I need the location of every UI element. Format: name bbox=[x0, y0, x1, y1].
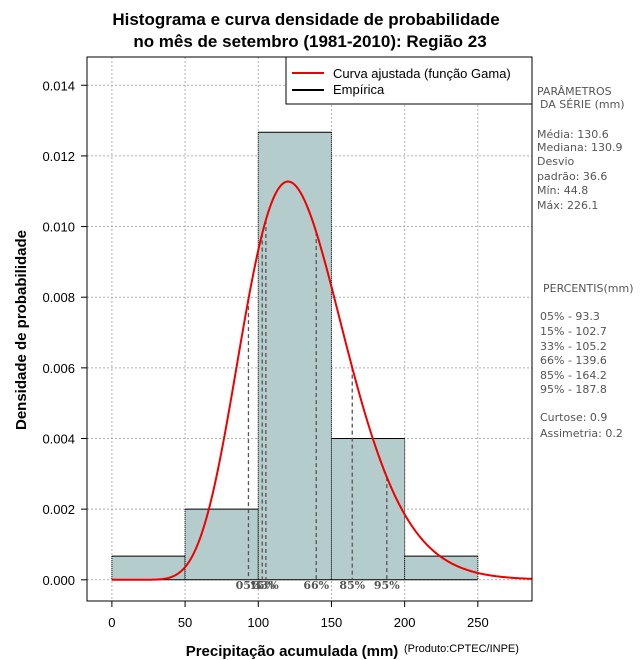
percentile-markers bbox=[247, 219, 388, 580]
x-tick-label-3: 150 bbox=[321, 615, 343, 630]
percentil-85: 85% - 164.2 bbox=[540, 369, 607, 382]
chart-title-line1: Histograma e curva densidade de probabil… bbox=[112, 10, 499, 29]
percentile-label-15%: 15% bbox=[249, 579, 275, 592]
y-tick-label-1: 0.002 bbox=[42, 502, 75, 517]
histogram-bar-4 bbox=[404, 556, 478, 580]
param-max: Máx: 226.1 bbox=[537, 199, 598, 212]
y-tick-label-2: 0.004 bbox=[42, 432, 75, 447]
legend-label-fit: Curva ajustada (função Gama) bbox=[333, 66, 511, 81]
gamma-fit-curve bbox=[111, 180, 533, 581]
x-tick-label-1: 50 bbox=[178, 615, 192, 630]
y-axis: 0.000 0.002 0.004 0.006 0.008 0.010 0.012 0.014 bbox=[42, 78, 87, 588]
y-axis-title: Densidade de probabilidade bbox=[13, 230, 30, 430]
percentil-15: 15% - 102.7 bbox=[540, 325, 607, 338]
param-min: Mín: 44.8 bbox=[537, 184, 588, 197]
y-tick-label-0: 0.000 bbox=[42, 573, 75, 588]
percentile-label-05%: 05% bbox=[236, 579, 262, 592]
statistics-panel: PARÂMETROS DA SÉRIE (mm) Média: 130.6 Me… bbox=[537, 85, 634, 440]
kurtosis: Curtose: 0.9 bbox=[540, 411, 607, 424]
percentile-labels: 05%15%33% 66% 85% 95% bbox=[236, 579, 401, 592]
y-tick-label-4: 0.008 bbox=[42, 290, 75, 305]
legend-box bbox=[285, 56, 533, 105]
y-tick-label-3: 0.006 bbox=[42, 361, 75, 376]
x-axis: 0 50 100 150 200 250 bbox=[108, 601, 489, 630]
legend: Curva ajustada (função Gama) Empírica bbox=[285, 56, 533, 105]
x-tick-label-4: 200 bbox=[394, 615, 416, 630]
x-tick-label-2: 100 bbox=[247, 615, 269, 630]
x-axis-title: Precipitação acumulada (mm) bbox=[186, 643, 399, 660]
percentile-label-95%: 95% bbox=[374, 579, 400, 592]
legend-label-empirical: Empírica bbox=[333, 82, 385, 97]
skewness: Assimetria: 0.2 bbox=[540, 427, 623, 440]
x-tick-label-5: 250 bbox=[467, 615, 489, 630]
y-tick-label-5: 0.010 bbox=[42, 220, 75, 235]
percentis-title: PERCENTIS(mm) bbox=[543, 282, 634, 295]
percentil-66: 66% - 139.6 bbox=[540, 354, 607, 367]
param-sd-value: padrão: 36.6 bbox=[537, 170, 607, 183]
params-title-1: PARÂMETROS bbox=[537, 85, 612, 98]
percentil-33: 33% - 105.2 bbox=[540, 340, 607, 353]
param-sd-label: Desvio bbox=[537, 155, 575, 168]
param-median: Mediana: 130.9 bbox=[537, 141, 622, 154]
product-credit: (Produto:CPTEC/INPE) bbox=[404, 643, 519, 655]
histogram-bar-3 bbox=[331, 438, 405, 580]
histogram-bar-2 bbox=[258, 132, 332, 580]
chart-title-line2: no mês de setembro (1981-2010): Região 2… bbox=[133, 32, 486, 51]
x-tick-label-0: 0 bbox=[108, 615, 115, 630]
percentil-05: 05% - 93.3 bbox=[540, 310, 600, 323]
percentil-95: 95% - 187.8 bbox=[540, 383, 607, 396]
histogram-bar-1 bbox=[185, 509, 259, 580]
y-tick-label-6: 0.012 bbox=[42, 149, 75, 164]
percentile-label-33%: 33% bbox=[253, 579, 279, 592]
param-mean: Média: 130.6 bbox=[537, 128, 609, 141]
percentile-label-85%: 85% bbox=[339, 579, 365, 592]
percentile-label-66%: 66% bbox=[303, 579, 329, 592]
histogram-bars bbox=[111, 131, 479, 581]
params-title-2: DA SÉRIE (mm) bbox=[540, 98, 625, 111]
histogram-bar-0 bbox=[111, 556, 186, 580]
y-tick-label-7: 0.014 bbox=[42, 78, 75, 93]
